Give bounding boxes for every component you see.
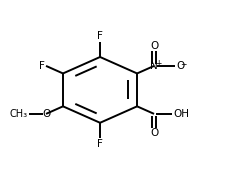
Text: O: O [42,109,50,119]
Text: F: F [97,138,103,149]
Text: O: O [149,128,158,138]
Text: N: N [150,61,157,71]
Text: F: F [39,61,45,71]
Text: −: − [179,60,186,69]
Text: F: F [97,31,103,41]
Text: O: O [149,41,158,51]
Text: +: + [154,59,161,68]
Text: CH₃: CH₃ [10,109,28,119]
Text: OH: OH [172,109,188,119]
Text: O: O [175,61,183,71]
